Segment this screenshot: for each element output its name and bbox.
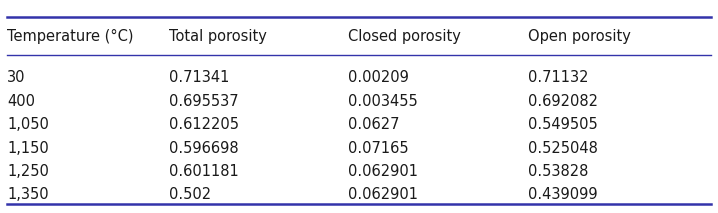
Text: 0.695537: 0.695537	[169, 94, 238, 109]
Text: 30: 30	[7, 70, 26, 85]
Text: Temperature (°C): Temperature (°C)	[7, 29, 134, 44]
Text: 0.601181: 0.601181	[169, 164, 238, 179]
Text: 0.549505: 0.549505	[528, 117, 597, 132]
Text: Closed porosity: Closed porosity	[348, 29, 461, 44]
Text: 0.71341: 0.71341	[169, 70, 229, 85]
Text: 0.502: 0.502	[169, 187, 211, 202]
Text: 0.612205: 0.612205	[169, 117, 238, 132]
Text: 0.596698: 0.596698	[169, 141, 238, 155]
Text: 0.003455: 0.003455	[348, 94, 418, 109]
Text: Open porosity: Open porosity	[528, 29, 630, 44]
Text: 1,350: 1,350	[7, 187, 49, 202]
Text: Total porosity: Total porosity	[169, 29, 266, 44]
Text: 1,050: 1,050	[7, 117, 49, 132]
Text: 1,150: 1,150	[7, 141, 49, 155]
Text: 0.439099: 0.439099	[528, 187, 597, 202]
Text: 0.062901: 0.062901	[348, 164, 418, 179]
Text: 400: 400	[7, 94, 35, 109]
Text: 0.692082: 0.692082	[528, 94, 597, 109]
Text: 0.71132: 0.71132	[528, 70, 588, 85]
Text: 0.0627: 0.0627	[348, 117, 400, 132]
Text: 1,250: 1,250	[7, 164, 49, 179]
Text: 0.00209: 0.00209	[348, 70, 409, 85]
Text: 0.062901: 0.062901	[348, 187, 418, 202]
Text: 0.07165: 0.07165	[348, 141, 409, 155]
Text: 0.525048: 0.525048	[528, 141, 597, 155]
Text: 0.53828: 0.53828	[528, 164, 588, 179]
